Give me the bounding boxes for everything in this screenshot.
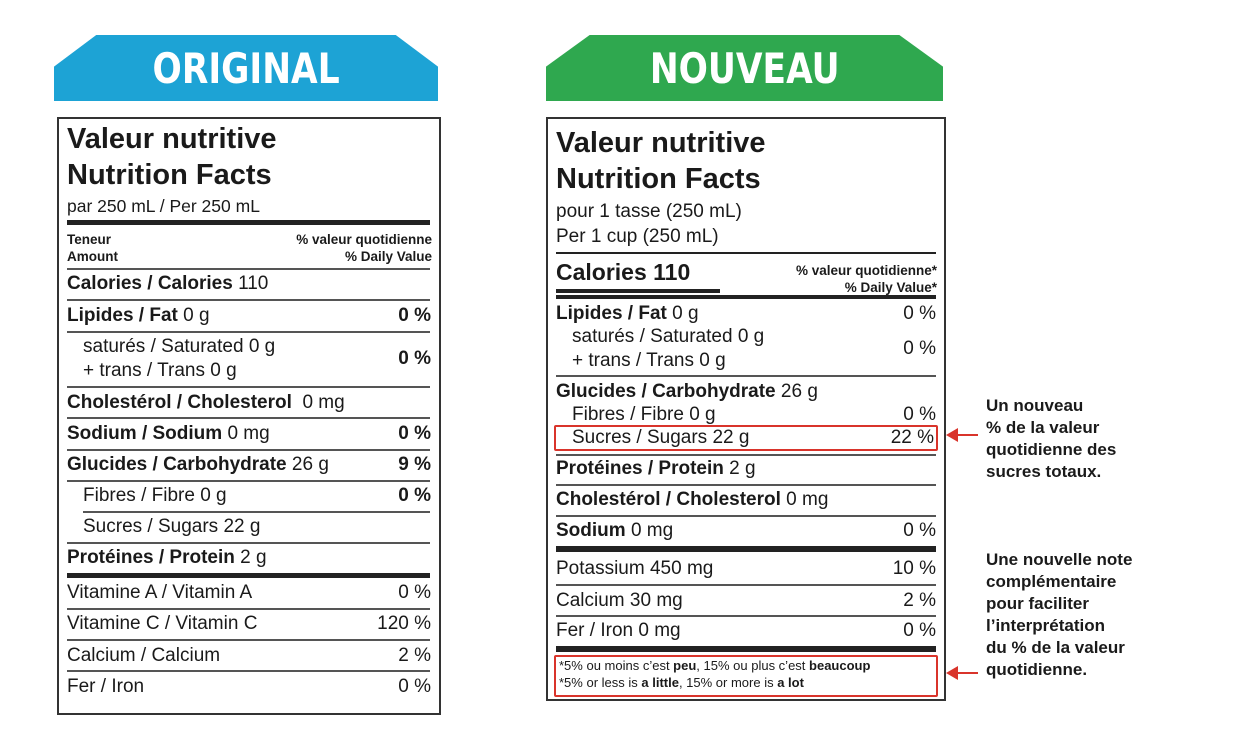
original-cholesterol-row: Cholestérol / Cholesterol 0 mg (67, 392, 345, 413)
sugars-annotation: Un nouveau % de la valeur quotidienne de… (986, 396, 1117, 481)
original-vitamin-a-dv: 0 % (398, 582, 431, 603)
original-fibre-dv: 0 % (398, 485, 431, 506)
new-calcium-dv: 2 % (903, 590, 936, 611)
original-saturated: saturés / Saturated 0 g (83, 336, 276, 357)
new-fat-dv: 0 % (903, 303, 936, 324)
footnote-arrow-icon (946, 666, 978, 680)
new-sat-dv: 0 % (903, 338, 936, 359)
new-fibre: Fibres / Fibre 0 g (572, 404, 716, 425)
original-title-fr: Valeur nutritive (67, 123, 277, 155)
new-saturated: saturés / Saturated 0 g (572, 326, 765, 347)
new-sodium-row: Sodium 0 mg (556, 520, 674, 541)
new-protein-row: Protéines / Protein 2 g (556, 458, 756, 479)
original-calories-row: Calories / Calories 110 (67, 273, 269, 294)
new-iron-dv: 0 % (903, 620, 936, 641)
original-title-en: Nutrition Facts (67, 159, 272, 191)
new-title-en: Nutrition Facts (556, 163, 761, 195)
new-cholesterol-row: Cholestérol / Cholesterol 0 mg (556, 489, 829, 510)
original-carbs-dv: 9 % (398, 454, 431, 475)
original-vitamin-c-dv: 120 % (377, 613, 431, 634)
new-trans: + trans / Trans 0 g (572, 350, 726, 371)
original-sodium-row: Sodium / Sodium 0 mg (67, 423, 270, 444)
original-banner: ORIGINAL (54, 35, 438, 101)
original-rule-thick (67, 220, 430, 225)
new-potassium-dv: 10 % (892, 558, 936, 579)
new-sugars-dv: 22 % (890, 427, 934, 448)
new-sodium-dv: 0 % (903, 520, 936, 541)
original-carbs-row: Glucides / Carbohydrate 26 g (67, 454, 329, 475)
new-calcium: Calcium 30 mg (556, 590, 683, 611)
original-vitamin-c: Vitamine C / Vitamin C (67, 613, 258, 634)
sugars-arrow-icon (946, 428, 978, 442)
new-footnote-en: *5% or less is a little, 15% or more is … (559, 675, 804, 690)
new-footnote-fr: *5% ou moins c’est peu, 15% ou plus c’es… (559, 658, 871, 673)
footnote-annotation: Une nouvelle note complémentaire pour fa… (986, 550, 1133, 679)
original-teneur: Teneur (67, 232, 112, 247)
new-carbs-row: Glucides / Carbohydrate 26 g (556, 381, 818, 402)
original-calcium-dv: 2 % (398, 645, 431, 666)
original-vitamin-a: Vitamine A / Vitamin A (67, 582, 253, 603)
original-fat-row: Lipides / Fat 0 g (67, 305, 210, 326)
new-dv-fr: % valeur quotidienne* (795, 263, 937, 278)
new-potassium: Potassium 450 mg (556, 558, 714, 579)
original-dv-en: % Daily Value (344, 249, 432, 264)
original-iron-dv: 0 % (398, 676, 431, 697)
sugars-highlight-box (554, 425, 938, 451)
original-fibre: Fibres / Fibre 0 g (83, 485, 227, 506)
new-fat-row: Lipides / Fat 0 g (556, 303, 699, 324)
original-sodium-dv: 0 % (398, 423, 431, 444)
new-serving-en: Per 1 cup (250 mL) (556, 226, 719, 247)
new-banner: NOUVEAU (546, 35, 943, 101)
new-iron: Fer / Iron 0 mg (556, 620, 681, 641)
new-fibre-dv: 0 % (903, 404, 936, 425)
original-calcium: Calcium / Calcium (67, 645, 221, 666)
new-dv-en: % Daily Value* (844, 280, 937, 295)
original-amount: Amount (67, 249, 118, 264)
original-serving: par 250 mL / Per 250 mL (67, 196, 260, 216)
new-nutrition-label: Valeur nutritive Nutrition Facts pour 1 … (546, 117, 946, 701)
new-calories: Calories 110 (556, 259, 691, 285)
original-dv-fr: % valeur quotidienne (296, 232, 432, 247)
footnote-highlight-box (554, 655, 938, 697)
new-serving-fr: pour 1 tasse (250 mL) (556, 201, 742, 222)
original-protein-row: Protéines / Protein 2 g (67, 547, 267, 568)
original-nutrition-label: Valeur nutritive Nutrition Facts par 250… (57, 117, 441, 715)
original-sat-dv: 0 % (398, 348, 431, 369)
new-title-fr: Valeur nutritive (556, 127, 766, 159)
original-iron: Fer / Iron (67, 676, 145, 697)
new-banner-label: NOUVEAU (649, 43, 840, 93)
original-banner-label: ORIGINAL (152, 43, 340, 93)
original-sugars: Sucres / Sugars 22 g (83, 516, 261, 537)
new-sugars: Sucres / Sugars 22 g (572, 427, 750, 448)
original-trans: + trans / Trans 0 g (83, 360, 237, 381)
original-fat-dv: 0 % (398, 305, 431, 326)
